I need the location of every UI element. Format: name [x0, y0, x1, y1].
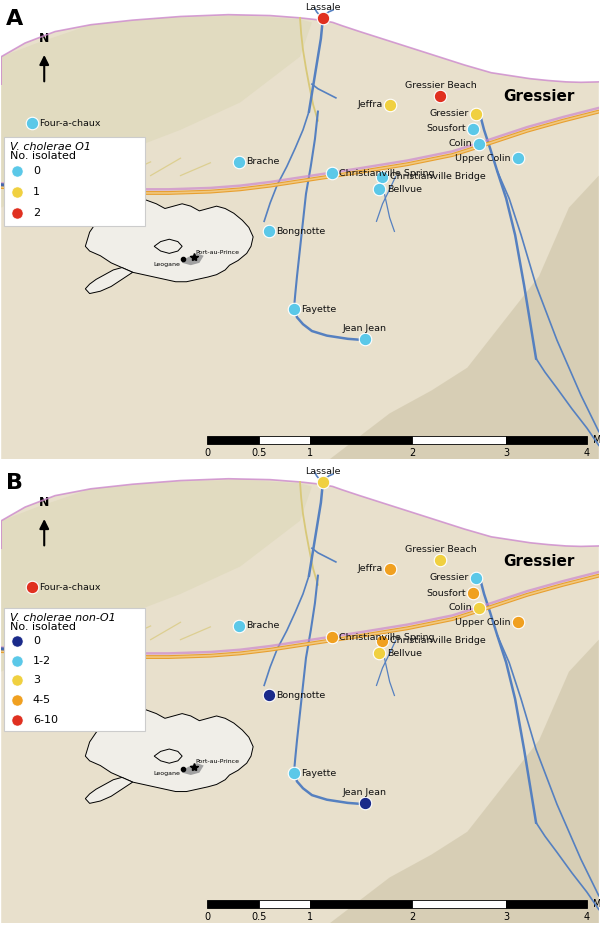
Text: Bellvue: Bellvue — [386, 649, 422, 658]
Text: Christianville Spring: Christianville Spring — [339, 168, 434, 178]
Text: Leogane: Leogane — [5, 650, 69, 663]
Polygon shape — [330, 640, 599, 923]
Text: Gressier: Gressier — [430, 574, 469, 583]
Bar — [208, 437, 259, 443]
Text: Four-a-chaux: Four-a-chaux — [40, 583, 101, 592]
Text: Gressier: Gressier — [430, 109, 469, 118]
Text: 1: 1 — [307, 448, 313, 458]
Polygon shape — [1, 15, 599, 459]
Text: Gressier: Gressier — [503, 90, 575, 105]
Bar — [506, 437, 587, 443]
Text: Christianville Bridge: Christianville Bridge — [389, 636, 485, 645]
Text: No. isolated: No. isolated — [10, 623, 76, 633]
Text: Upper Colin: Upper Colin — [455, 154, 511, 163]
Text: 0.5: 0.5 — [251, 448, 267, 458]
Text: Jeffra: Jeffra — [357, 100, 382, 109]
Text: 4-5: 4-5 — [33, 695, 51, 705]
Polygon shape — [1, 16, 312, 207]
Text: 0: 0 — [205, 448, 211, 458]
Text: Christianville Spring: Christianville Spring — [339, 633, 434, 642]
Text: No. isolated: No. isolated — [10, 152, 76, 161]
Text: Bellvue: Bellvue — [386, 185, 422, 194]
Text: Miles: Miles — [593, 435, 600, 445]
Text: 4: 4 — [584, 912, 590, 922]
Text: Miles: Miles — [593, 899, 600, 909]
Text: Gressier Beach: Gressier Beach — [404, 81, 476, 90]
Text: Fayette: Fayette — [301, 304, 337, 314]
Bar — [412, 437, 506, 443]
Text: 6-10: 6-10 — [33, 715, 58, 724]
Text: 3: 3 — [503, 912, 509, 922]
Text: Jeffra: Jeffra — [357, 564, 382, 574]
Text: Sousfort: Sousfort — [427, 125, 466, 133]
Text: Fayette: Fayette — [301, 769, 337, 778]
Polygon shape — [1, 479, 599, 923]
Text: 1: 1 — [33, 187, 40, 197]
Bar — [259, 900, 310, 907]
Text: Leogane: Leogane — [5, 187, 69, 200]
Text: 2: 2 — [409, 912, 415, 922]
Text: V. cholerae non-O1: V. cholerae non-O1 — [10, 613, 116, 623]
Text: Bongnotte: Bongnotte — [276, 691, 325, 700]
FancyBboxPatch shape — [4, 608, 145, 731]
Text: Brache: Brache — [246, 622, 280, 631]
Text: Four-a-chaux: Four-a-chaux — [40, 118, 101, 128]
Text: 4: 4 — [584, 448, 590, 458]
Text: 0: 0 — [33, 166, 40, 176]
Text: Colin: Colin — [448, 139, 472, 148]
Text: B: B — [6, 473, 23, 493]
Text: Gressier: Gressier — [503, 553, 575, 569]
Text: Upper Colin: Upper Colin — [455, 618, 511, 627]
Text: 2: 2 — [33, 208, 40, 218]
Bar — [310, 900, 412, 907]
Text: Bongnotte: Bongnotte — [276, 227, 325, 236]
Text: Lassale: Lassale — [305, 467, 340, 476]
Text: 3: 3 — [33, 675, 40, 685]
Text: 0: 0 — [205, 912, 211, 922]
Text: 3: 3 — [503, 448, 509, 458]
Text: 2: 2 — [409, 448, 415, 458]
Polygon shape — [330, 176, 599, 459]
Text: A: A — [6, 8, 23, 29]
Text: Christianville Bridge: Christianville Bridge — [389, 172, 485, 181]
Text: 1: 1 — [307, 912, 313, 922]
Text: Brache: Brache — [246, 157, 280, 166]
Text: Jean Jean: Jean Jean — [343, 325, 386, 333]
Text: 0: 0 — [33, 636, 40, 646]
Bar — [208, 900, 259, 907]
Text: V. cholerae O1: V. cholerae O1 — [10, 142, 91, 153]
Text: Colin: Colin — [448, 603, 472, 612]
Text: Sousfort: Sousfort — [427, 588, 466, 598]
Bar — [259, 437, 310, 443]
Text: N: N — [39, 497, 49, 510]
Bar — [412, 900, 506, 907]
Text: Lassale: Lassale — [305, 4, 340, 12]
Text: 1-2: 1-2 — [33, 656, 51, 666]
Polygon shape — [1, 480, 312, 672]
Text: N: N — [39, 32, 49, 45]
Text: Jean Jean: Jean Jean — [343, 788, 386, 797]
FancyBboxPatch shape — [4, 137, 145, 226]
Bar — [310, 437, 412, 443]
Bar — [506, 900, 587, 907]
Text: Gressier Beach: Gressier Beach — [404, 545, 476, 554]
Text: 0.5: 0.5 — [251, 912, 267, 922]
